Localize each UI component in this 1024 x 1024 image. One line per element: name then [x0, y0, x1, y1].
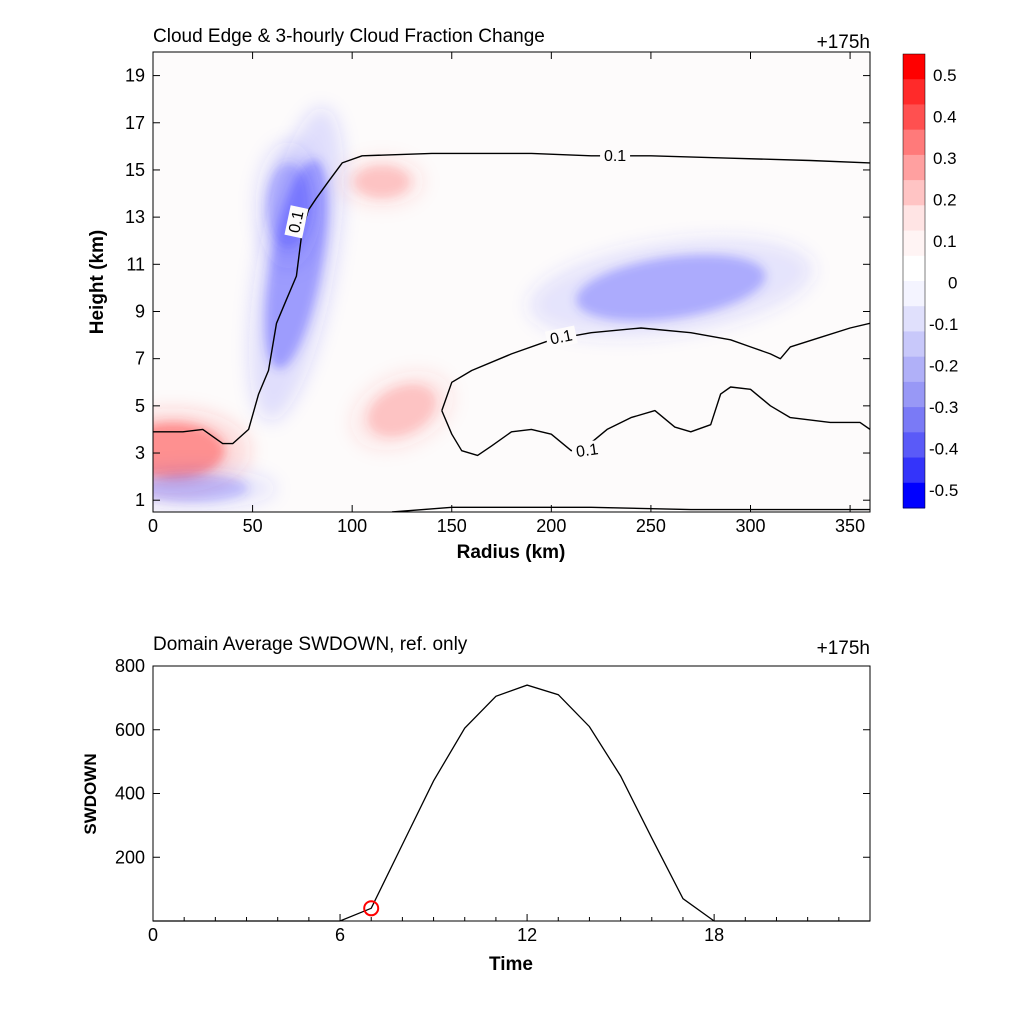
colorbar-label: -0.1 — [929, 315, 958, 334]
top-y-axis-label: Height (km) — [87, 230, 108, 335]
cloud-edge-contours — [153, 152, 870, 512]
colorbar-band — [903, 381, 925, 408]
colorbar-band — [903, 230, 925, 257]
colorbar-band — [903, 331, 925, 358]
top-chart-title: Cloud Edge & 3-hourly Cloud Fraction Cha… — [153, 26, 545, 47]
y-tick-label: 15 — [125, 160, 145, 180]
contour-label-bg — [284, 205, 309, 239]
colorbar-label: 0.2 — [933, 191, 957, 210]
x-tick-label: 6 — [335, 925, 345, 945]
contour-label: 0.1 — [549, 327, 574, 348]
heatmap-cell — [354, 165, 410, 199]
bottom-chart: Domain Average SWDOWN, ref. only +175h 0… — [81, 634, 871, 975]
x-tick-label: 50 — [243, 516, 263, 536]
y-tick-label: 1 — [135, 490, 145, 510]
colorbar-band — [903, 306, 925, 332]
y-tick-label: 19 — [125, 66, 145, 86]
swdown-series-line — [153, 684, 870, 922]
bottom-x-axis-label: Time — [489, 954, 533, 975]
colorbar-band — [903, 104, 925, 131]
x-tick-label: 100 — [337, 516, 367, 536]
colorbar-band — [903, 255, 925, 282]
contour-line — [441, 386, 870, 457]
contour-label: 0.1 — [604, 148, 626, 165]
y-tick-label: 7 — [135, 349, 145, 369]
heatmap-cell — [153, 474, 249, 503]
bottom-y-ticks: 200 400 600 800 — [115, 656, 870, 867]
colorbar-band — [903, 356, 925, 383]
x-tick-label: 250 — [636, 516, 666, 536]
contour-line — [441, 322, 870, 411]
contour-label-bg — [600, 146, 631, 165]
bottom-x-ticks: 0 6 12 18 — [148, 914, 871, 945]
contour-label: 0.1 — [575, 441, 599, 461]
top-chart: Cloud Edge & 3-hourly Cloud Fraction Cha… — [87, 26, 871, 563]
colorbar-band — [903, 407, 925, 433]
top-plot-frame — [152, 51, 871, 513]
colorbar-label: 0.1 — [933, 232, 957, 251]
y-tick-label: 400 — [115, 784, 145, 804]
colorbar-label: -0.3 — [929, 398, 958, 417]
contour-label-bg — [571, 439, 604, 462]
colorbar-label: 0 — [948, 274, 957, 293]
colorbar-band — [903, 482, 925, 509]
y-tick-label: 9 — [135, 301, 145, 321]
colorbar-band — [903, 79, 925, 105]
x-tick-label: 0 — [148, 925, 158, 945]
colorbar-band — [903, 457, 925, 484]
colorbar: 0.5 0.4 0.3 0.2 0.1 0 -0.1 -0.2 -0.3 -0.4 -0.5 — [902, 53, 958, 509]
x-tick-label: 350 — [835, 516, 865, 536]
y-tick-label: 600 — [115, 720, 145, 740]
colorbar-band — [903, 54, 925, 80]
top-x-axis-label: Radius (km) — [457, 542, 566, 563]
x-tick-label: 18 — [704, 925, 724, 945]
colorbar-label: 0.5 — [933, 66, 957, 85]
colorbar-label: 0.3 — [933, 149, 957, 168]
heatmap-cell — [576, 254, 766, 322]
bottom-chart-time-label: +175h — [817, 638, 870, 659]
x-tick-label: 12 — [517, 925, 537, 945]
colorbar-band — [903, 129, 925, 156]
x-tick-label: 0 — [148, 516, 158, 536]
y-tick-label: 13 — [125, 207, 145, 227]
contour-line — [391, 506, 870, 512]
y-tick-label: 11 — [126, 254, 145, 274]
bottom-y-axis-label: SWDOWN — [81, 753, 100, 834]
y-tick-label: 200 — [115, 847, 145, 867]
bottom-chart-title: Domain Average SWDOWN, ref. only — [153, 634, 468, 655]
y-tick-label: 5 — [135, 396, 145, 416]
colorbar-band — [903, 432, 925, 459]
x-tick-label: 200 — [536, 516, 566, 536]
y-tick-label: 800 — [115, 656, 145, 676]
colorbar-band — [903, 205, 925, 232]
x-tick-label: 300 — [735, 516, 765, 536]
top-chart-time-label: +175h — [817, 32, 870, 53]
colorbar-frame — [902, 53, 926, 509]
colorbar-label: -0.4 — [929, 440, 958, 459]
x-tick-label: 150 — [437, 516, 467, 536]
bottom-plot-frame — [152, 665, 871, 922]
colorbar-band — [903, 281, 925, 307]
heatmap-cell — [367, 384, 436, 437]
current-time-marker — [363, 900, 380, 917]
top-x-ticks: 0 50 100 150 200 250 300 350 — [148, 52, 865, 536]
heatmap-cell — [153, 422, 225, 479]
y-tick-label: 3 — [135, 443, 145, 463]
contour-labels: 0.1 0.1 0.1 0.1 — [284, 146, 631, 462]
colorbar-label: 0.4 — [933, 108, 957, 127]
contour-label-bg — [544, 325, 578, 350]
colorbar-band — [903, 154, 925, 181]
colorbar-label: -0.5 — [929, 481, 958, 500]
colorbar-band — [903, 180, 925, 206]
colorbar-label: -0.2 — [929, 357, 958, 376]
contour-label: 0.1 — [286, 209, 307, 234]
heatmap-field — [153, 52, 870, 512]
y-tick-label: 17 — [125, 113, 145, 133]
